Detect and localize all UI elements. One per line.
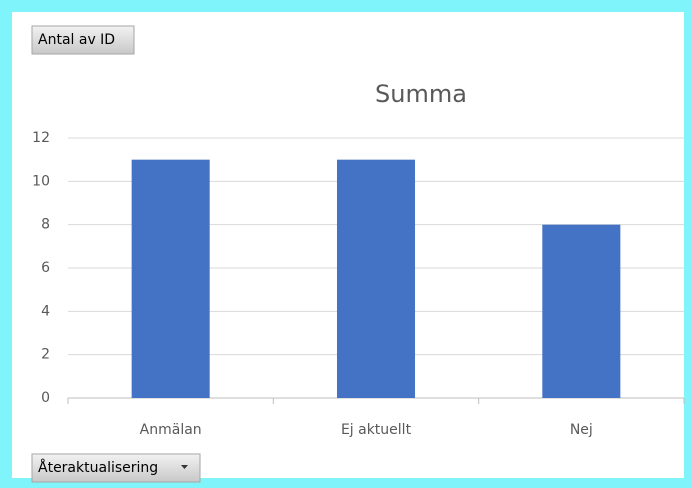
- y-tick-label: 10: [32, 173, 50, 189]
- y-tick-label: 4: [41, 303, 50, 319]
- y-tick-label: 8: [41, 217, 50, 233]
- bar: [131, 159, 210, 398]
- y-tick-label: 12: [32, 130, 50, 146]
- x-tick-label: Nej: [570, 422, 593, 438]
- button-box[interactable]: [31, 453, 201, 483]
- dropdown-arrow[interactable]: [181, 465, 188, 469]
- bar: [542, 224, 621, 398]
- bar: [336, 159, 416, 398]
- x-tick-label: Anmälan: [140, 422, 202, 438]
- button-label[interactable]: Antal av ID: [38, 32, 115, 48]
- chart-title: Summa: [375, 80, 467, 108]
- button-box[interactable]: [31, 25, 135, 55]
- button-label[interactable]: Återaktualisering: [38, 459, 158, 476]
- y-tick-label: 0: [41, 390, 50, 406]
- y-tick-label: 6: [41, 260, 50, 276]
- axis-field-button[interactable]: Återaktualisering: [31, 453, 201, 483]
- y-tick-label: 2: [41, 347, 50, 363]
- x-tick-label: Ej aktuellt: [341, 422, 412, 438]
- value-field-button[interactable]: Antal av ID: [31, 25, 135, 55]
